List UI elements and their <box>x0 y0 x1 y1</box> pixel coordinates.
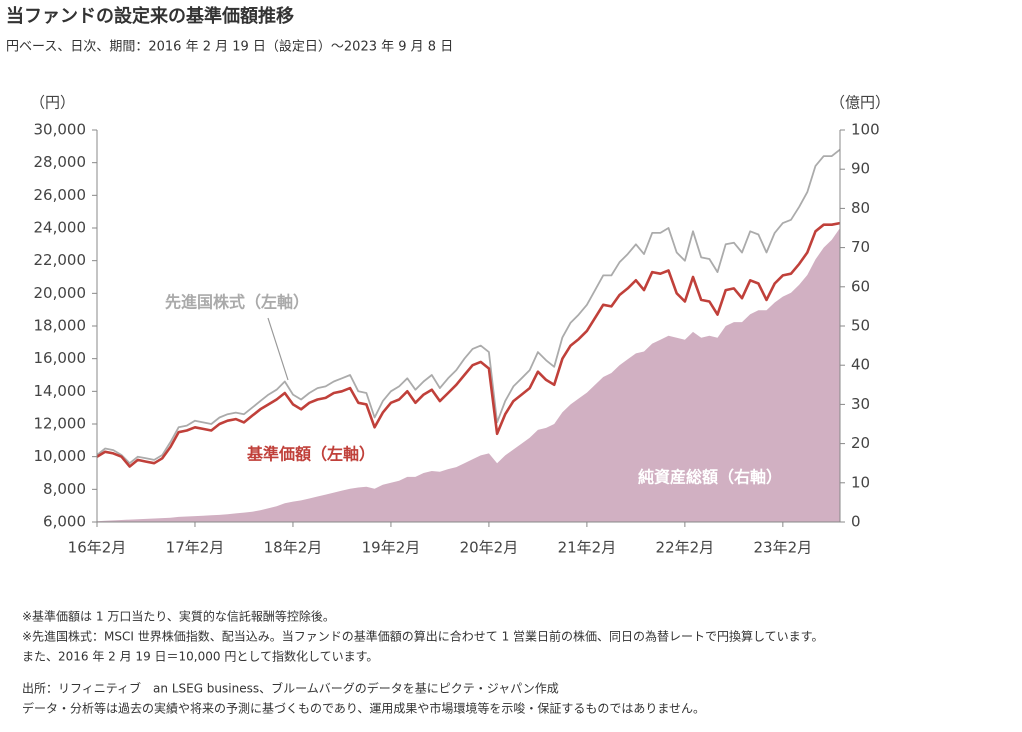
y-tick-label: 20,000 <box>34 284 87 302</box>
footnote: また、2016 年 2 月 19 日＝10,000 円として指数化しています。 <box>22 649 378 664</box>
y-tick-label: 10,000 <box>34 447 87 465</box>
line <box>96 221 841 468</box>
chart-title: 当ファンドの設定来の基準価額推移 <box>6 5 294 27</box>
footnote: ※基準価額は 1 万口当たり、実質的な信託報酬等控除後。 <box>22 609 335 624</box>
y-tick-label: 26,000 <box>34 186 87 204</box>
y2-tick-label: 50 <box>851 317 870 335</box>
x-tick-label: 17年2月 <box>166 539 225 557</box>
series-label: 基準価額（左軸） <box>246 445 375 464</box>
y-tick-label: 30,000 <box>34 121 87 139</box>
y-tick-label: 28,000 <box>34 153 87 171</box>
y2-tick-label: 40 <box>851 356 870 374</box>
y2-unit: （億円） <box>830 94 890 112</box>
x-tick-label: 20年2月 <box>460 539 519 557</box>
series-label: 純資産総額（右軸） <box>638 468 782 487</box>
y2-tick-label: 10 <box>851 473 870 491</box>
annotation-connector <box>267 317 289 381</box>
y-tick-label: 16,000 <box>34 349 87 367</box>
area <box>97 228 840 522</box>
x-tick-label: 23年2月 <box>754 539 813 557</box>
y2-tick-label: 30 <box>851 395 870 413</box>
y2-tick-label: 20 <box>851 434 870 452</box>
y2-tick-label: 0 <box>851 513 861 531</box>
x-tick-label: 18年2月 <box>264 539 323 557</box>
y-tick-label: 12,000 <box>34 415 87 433</box>
x-tick-label: 22年2月 <box>656 539 715 557</box>
footnote: データ・分析等は過去の実績や将来の予測に基づくものであり、運用成果や市場環境等を… <box>22 701 705 716</box>
y-tick-label: 8,000 <box>43 480 86 498</box>
chart-subtitle: 円ベース、日次、期間：2016 年 2 月 19 日（設定日）～2023 年 9… <box>6 39 453 55</box>
y2-tick-label: 100 <box>851 121 880 139</box>
footnote: 出所：リフィニティブ an LSEG business、ブルームバーグのデータを… <box>22 681 559 696</box>
y-tick-label: 18,000 <box>34 317 87 335</box>
y-tick-label: 6,000 <box>43 513 86 531</box>
y2-tick-label: 80 <box>851 199 870 217</box>
y2-tick-label: 60 <box>851 277 870 295</box>
y-tick-label: 24,000 <box>34 219 87 237</box>
y2-tick-label: 70 <box>851 238 870 256</box>
footnote: ※先進国株式：MSCI 世界株価指数、配当込み。当ファンドの基準価額の算出に合わ… <box>22 629 823 644</box>
x-tick-label: 19年2月 <box>362 539 421 557</box>
line <box>96 148 841 465</box>
x-tick-label: 21年2月 <box>558 539 617 557</box>
y-tick-label: 22,000 <box>34 251 87 269</box>
y-tick-label: 14,000 <box>34 382 87 400</box>
y2-tick-label: 90 <box>851 160 870 178</box>
y-unit: （円） <box>30 94 75 112</box>
series-label: 先進国株式（左軸） <box>165 293 309 312</box>
x-tick-label: 16年2月 <box>68 539 127 557</box>
